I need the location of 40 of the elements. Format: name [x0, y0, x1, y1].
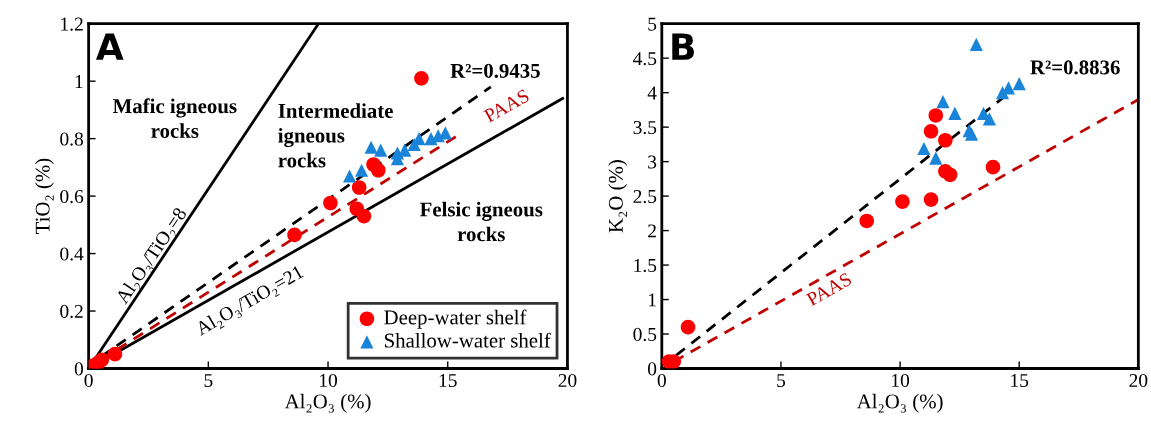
chart-title: A: [95, 33, 124, 60]
legend-label: Shallow-water shelf: [384, 332, 551, 348]
y-tick-label: 0: [74, 362, 84, 376]
annotation: Intermediate igneous rocks: [278, 103, 393, 168]
x-tick-label: 10: [892, 373, 910, 388]
annotation: PAAS: [805, 272, 853, 307]
x-tick-label: 15: [439, 374, 457, 388]
y-tick-label: 4.5: [633, 52, 657, 66]
y-tick-label: 3: [648, 155, 657, 169]
y-tick-label: 3.5: [633, 121, 657, 135]
y-tick-label: 2: [648, 224, 656, 238]
annotation: R²=0.9435: [450, 63, 540, 78]
y-axis-title: K₂O (%): [608, 160, 628, 233]
y-tick-label: 2.5: [633, 189, 657, 204]
x-axis-title: Al₂O₃ (%): [284, 393, 371, 413]
legend-label: Deep-water shelf: [384, 309, 527, 329]
annotation: Mafic igneous rocks: [112, 98, 237, 138]
y-tick-label: 4: [647, 86, 657, 100]
y-tick-label: 0.4: [60, 247, 84, 261]
y-tick-label: 0.8: [60, 132, 84, 146]
x-axis-title: Al₂O₃ (%): [856, 393, 943, 413]
x-tick-label: 10: [320, 373, 338, 388]
y-tick-label: 0.6: [60, 189, 84, 204]
y-tick-label: 1.2: [61, 17, 83, 31]
y-tick-label: 0: [647, 362, 657, 376]
y-axis-title: TiO₂ (%): [35, 158, 54, 234]
y-tick-label: 0.5: [633, 327, 657, 342]
y-tick-label: 1: [75, 75, 83, 88]
annotation: R²=0.8836: [1030, 60, 1120, 75]
y-tick-label: 0.2: [60, 304, 83, 319]
y-tick-label: 1.5: [634, 258, 657, 273]
y-tick-label: 1: [648, 293, 656, 307]
y-tick-label: 5: [648, 17, 657, 31]
x-tick-label: 15: [1011, 374, 1029, 388]
annotation: Felsic igneous rocks: [419, 201, 543, 242]
x-tick-label: 5: [204, 374, 213, 388]
x-tick-label: 5: [777, 374, 786, 388]
x-tick-label: 20: [1129, 373, 1148, 388]
chart-title: B: [672, 33, 694, 60]
x-tick-label: 20: [558, 373, 577, 388]
